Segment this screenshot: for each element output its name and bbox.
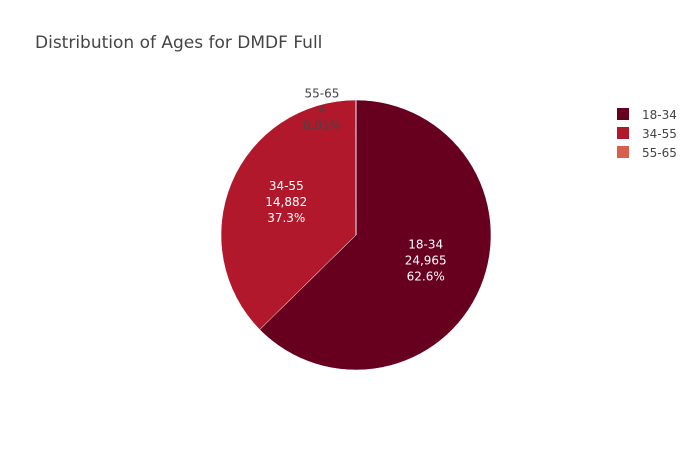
slice-label-18-34-value: 24,965 [405,253,447,267]
slice-label-18-34-name: 18-34 [408,237,443,251]
legend-swatch-34-55 [617,127,629,139]
slice-label-18-34-percent: 62.6% [407,269,445,283]
legend-swatch-18-34 [617,108,629,120]
chart-title: Distribution of Ages for DMDF Full [35,33,323,53]
slice-label-55-65-value: 4 [318,102,326,116]
pie-labels: 18-34 24,965 62.6% 34-55 14,882 37.3% 55-65 4 0.… [265,86,446,283]
slice-label-55-65-name: 55-65 [305,86,340,100]
legend-label-55-65: 55-65 [642,146,677,160]
legend-item-55-65[interactable]: 55-65 [617,146,677,160]
slice-label-55-65-percent: 0.01% [303,118,341,132]
pie-slice-18-34[interactable] [259,99,492,371]
legend-label-34-55: 34-55 [642,127,677,141]
pie-slice-34-55[interactable] [220,99,357,330]
legend: 18-34 34-55 55-65 [617,108,677,160]
slice-label-34-55-name: 34-55 [269,179,304,193]
legend-item-34-55[interactable]: 34-55 [617,127,677,141]
slice-label-34-55-percent: 37.3% [267,211,305,225]
legend-swatch-55-65 [617,146,629,158]
pie-slices [220,99,492,371]
legend-item-18-34[interactable]: 18-34 [617,108,677,122]
slice-label-34-55-value: 14,882 [265,195,307,209]
legend-label-18-34: 18-34 [642,108,677,122]
